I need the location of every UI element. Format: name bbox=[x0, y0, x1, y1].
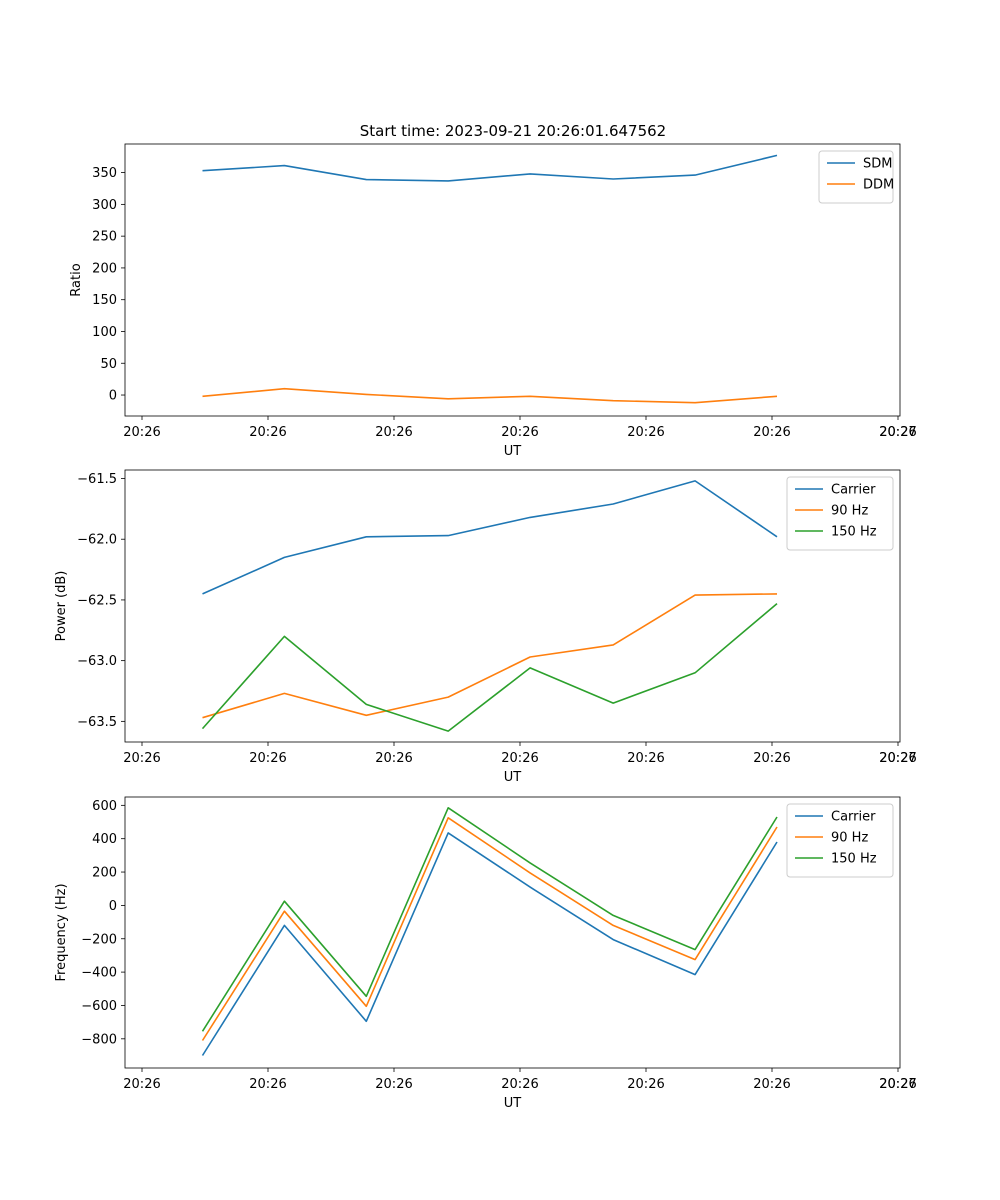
figure-title: Start time: 2023-09-21 20:26:01.647562 bbox=[360, 122, 666, 140]
legend-label: DDM bbox=[863, 178, 894, 193]
y-tick-label: 350 bbox=[92, 166, 117, 181]
x-axis-label: UT bbox=[504, 1096, 522, 1111]
x-tick-label: 20:26 bbox=[123, 425, 160, 440]
x-tick-label: 20:26 bbox=[879, 425, 916, 440]
series-line-90-hz bbox=[202, 593, 778, 719]
x-tick-label: 20:26 bbox=[501, 751, 538, 766]
x-tick-label: 20:26 bbox=[375, 425, 412, 440]
legend: Carrier 90 Hz 150 Hz bbox=[786, 476, 894, 551]
series-line-carrier bbox=[202, 480, 778, 595]
y-tick-label: 250 bbox=[92, 230, 117, 245]
x-tick-label: 20:26 bbox=[753, 1077, 790, 1092]
plot-frame bbox=[124, 143, 901, 417]
y-tick-label: 300 bbox=[92, 198, 117, 213]
x-tick-label: 20:26 bbox=[501, 425, 538, 440]
x-tick-label-last: 20:27 bbox=[879, 751, 916, 766]
y-tick-label: 200 bbox=[92, 866, 117, 881]
x-tick-label: 20:26 bbox=[753, 751, 790, 766]
legend-label: 90 Hz bbox=[831, 504, 868, 519]
legend-label: SDM bbox=[863, 157, 892, 172]
y-tick-label: −400 bbox=[81, 966, 117, 981]
x-tick-label: 20:26 bbox=[249, 1077, 286, 1092]
x-axis-label: UT bbox=[504, 770, 522, 785]
x-tick-label: 20:26 bbox=[375, 751, 412, 766]
y-tick-label: −62.0 bbox=[77, 533, 117, 548]
y-tick-label: −200 bbox=[81, 932, 117, 947]
x-tick-label: 20:26 bbox=[627, 425, 664, 440]
y-axis-label: Frequency (Hz) bbox=[54, 883, 69, 981]
legend-label: 150 Hz bbox=[831, 852, 877, 867]
legend-label: 150 Hz bbox=[831, 525, 877, 540]
x-tick-label-last: 20:27 bbox=[879, 425, 916, 440]
plot-frame bbox=[124, 469, 901, 743]
legend-label: 90 Hz bbox=[831, 831, 868, 846]
x-tick-label: 20:26 bbox=[249, 425, 286, 440]
x-axis-label: UT bbox=[504, 444, 522, 459]
legend-label: Carrier bbox=[831, 483, 876, 498]
x-tick-label: 20:26 bbox=[123, 751, 160, 766]
y-tick-label: −61.5 bbox=[77, 472, 117, 487]
y-tick-label: 0 bbox=[109, 389, 117, 404]
chart-panel-2: −63.5 −63.0 −62.5 −62.0 −61.5 20:26 20:26 20:26… bbox=[54, 469, 917, 785]
y-tick-label: −63.5 bbox=[77, 715, 117, 730]
series-line-sdm bbox=[202, 154, 778, 182]
x-tick-label-last: 20:27 bbox=[879, 1077, 916, 1092]
y-tick-label: 600 bbox=[92, 799, 117, 814]
legend-box bbox=[818, 150, 894, 204]
series-line-90-hz bbox=[201, 816, 778, 1041]
y-tick-label: −62.5 bbox=[77, 593, 117, 608]
x-tick-label: 20:26 bbox=[879, 1077, 916, 1092]
series-line-ddm bbox=[202, 387, 778, 404]
y-tick-label: 200 bbox=[92, 261, 117, 276]
series-line-150-hz bbox=[201, 602, 778, 732]
legend-label: Carrier bbox=[831, 810, 876, 825]
y-tick-label: −800 bbox=[81, 1032, 117, 1047]
x-tick-label: 20:26 bbox=[627, 751, 664, 766]
series-line-150-hz bbox=[201, 806, 778, 1032]
y-tick-label: 0 bbox=[109, 899, 117, 914]
y-tick-label: −600 bbox=[81, 999, 117, 1014]
y-axis-label: Ratio bbox=[69, 263, 84, 296]
y-tick-label: 50 bbox=[100, 357, 117, 372]
x-tick-label: 20:26 bbox=[375, 1077, 412, 1092]
y-tick-label: 100 bbox=[92, 325, 117, 340]
y-tick-label: 150 bbox=[92, 293, 117, 308]
legend: Carrier 90 Hz 150 Hz bbox=[786, 803, 894, 878]
y-tick-label: −63.0 bbox=[77, 654, 117, 669]
y-axis-label: Power (dB) bbox=[54, 571, 69, 642]
x-tick-label: 20:26 bbox=[879, 751, 916, 766]
x-tick-label: 20:26 bbox=[627, 1077, 664, 1092]
y-tick-label: 400 bbox=[92, 832, 117, 847]
x-tick-label: 20:26 bbox=[501, 1077, 538, 1092]
series-line-carrier bbox=[201, 832, 778, 1056]
x-tick-label: 20:26 bbox=[123, 1077, 160, 1092]
x-tick-label: 20:26 bbox=[753, 425, 790, 440]
x-tick-label: 20:26 bbox=[249, 751, 286, 766]
legend: SDM DDM bbox=[818, 150, 894, 204]
plot-frame bbox=[124, 796, 901, 1069]
